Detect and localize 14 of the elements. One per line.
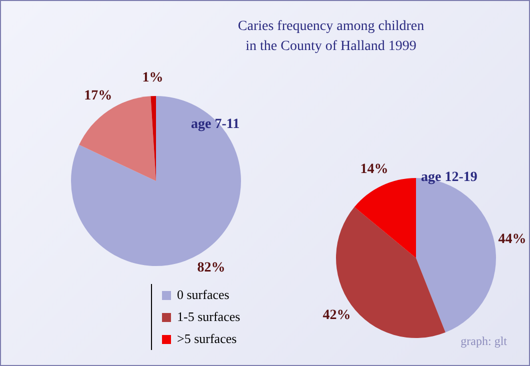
legend-label: 0 surfaces <box>177 287 230 303</box>
data-label: 14% <box>360 162 388 177</box>
data-label: 82% <box>197 260 226 276</box>
legend-label: >5 surfaces <box>177 331 237 347</box>
pie-slice <box>354 178 416 258</box>
data-label: 42% <box>322 308 351 324</box>
text: Caries frequency among children in the County of Halland 1999 <box>236 18 426 56</box>
data-label: 17% <box>84 88 112 104</box>
chart-subtitle: age 12-19 <box>421 170 478 186</box>
text: age 7-11 <box>191 117 240 133</box>
data-label: 1% <box>142 70 164 86</box>
legend-label: 1-5 surfaces <box>177 309 240 325</box>
text: graph: glt <box>460 334 507 349</box>
data-label: 44% <box>498 232 526 248</box>
